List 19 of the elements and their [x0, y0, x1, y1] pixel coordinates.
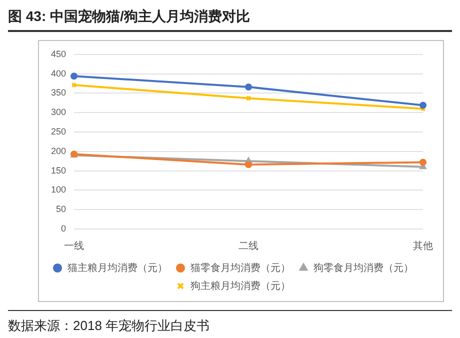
legend-label: 猫零食月均消费（元）	[190, 262, 290, 274]
legend-label: 猫主粮月均消费（元）	[68, 262, 168, 274]
legend-label: 狗零食月均消费（元）	[314, 262, 414, 274]
legend-label: 狗主粮月均消费（元）	[190, 280, 290, 292]
y-tick-label: 0	[61, 223, 66, 234]
y-tick-label: 50	[56, 204, 66, 214]
y-tick-label: 150	[50, 165, 66, 176]
y-tick-label: 450	[50, 48, 66, 59]
chart-title: 图 43: 中国宠物猫/狗主人月均消费对比	[8, 8, 452, 32]
y-tick-label: 250	[50, 126, 66, 136]
y-tick-label: 200	[50, 146, 66, 156]
x-tick-label: 其他	[413, 240, 433, 252]
y-tick-label: 400	[50, 68, 66, 78]
y-tick-label: 100	[50, 184, 66, 195]
x-tick-label: 一线	[64, 240, 84, 252]
x-tick-label: 二线	[238, 240, 259, 252]
source-note: 数据来源：2018 年宠物行业白皮书	[8, 317, 211, 335]
y-tick-label: 300	[50, 107, 66, 118]
y-tick-label: 350	[50, 88, 66, 98]
